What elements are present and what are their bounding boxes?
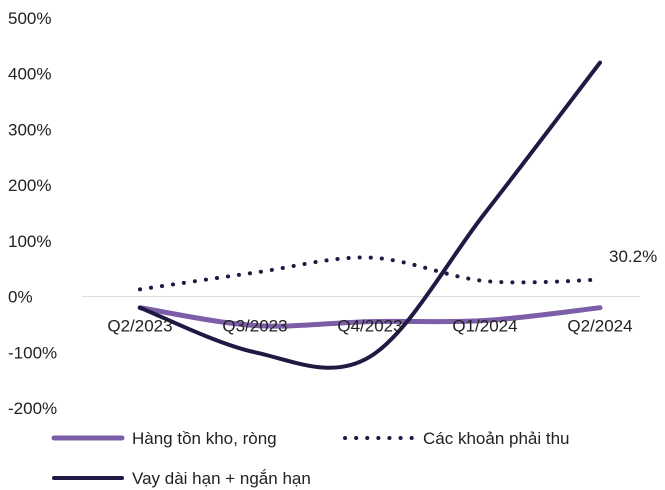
x-tick-label: Q1/2024 bbox=[452, 317, 517, 336]
legend-label-2: Các khoản phải thu bbox=[423, 429, 570, 448]
y-tick-label: 200% bbox=[8, 176, 51, 195]
series-line-1 bbox=[137, 305, 603, 329]
x-tick-label: Q2/2023 bbox=[107, 317, 172, 336]
x-tick-label: Q3/2023 bbox=[222, 317, 287, 336]
series-line-3 bbox=[138, 60, 602, 370]
x-tick-label: Q2/2024 bbox=[567, 317, 632, 336]
legend-label-3: Vay dài hạn + ngắn hạn bbox=[132, 469, 311, 488]
annotations: 30.2% bbox=[609, 247, 657, 266]
y-tick-label: 0% bbox=[8, 288, 33, 307]
y-tick-label: 300% bbox=[8, 120, 51, 139]
y-tick-label: 100% bbox=[8, 232, 51, 251]
data-label: 30.2% bbox=[609, 247, 657, 266]
legend: Hàng tồn kho, ròng Các khoản phải thu Vay … bbox=[51, 429, 570, 488]
y-tick-label: -200% bbox=[8, 399, 57, 418]
series-layer bbox=[137, 60, 603, 370]
legend-label-1: Hàng tồn kho, ròng bbox=[132, 429, 277, 448]
x-axis: Q2/2023 Q3/2023 Q4/2023 Q1/2024 Q2/2024 bbox=[107, 317, 632, 336]
y-axis: -200% -100% 0% 100% 200% 300% 400% 500% bbox=[8, 9, 57, 418]
y-tick-label: -100% bbox=[8, 343, 57, 362]
series-line-2 bbox=[138, 255, 602, 292]
x-tick-label: Q4/2023 bbox=[337, 317, 402, 336]
y-tick-label: 400% bbox=[8, 65, 51, 84]
y-tick-label: 500% bbox=[8, 9, 51, 28]
